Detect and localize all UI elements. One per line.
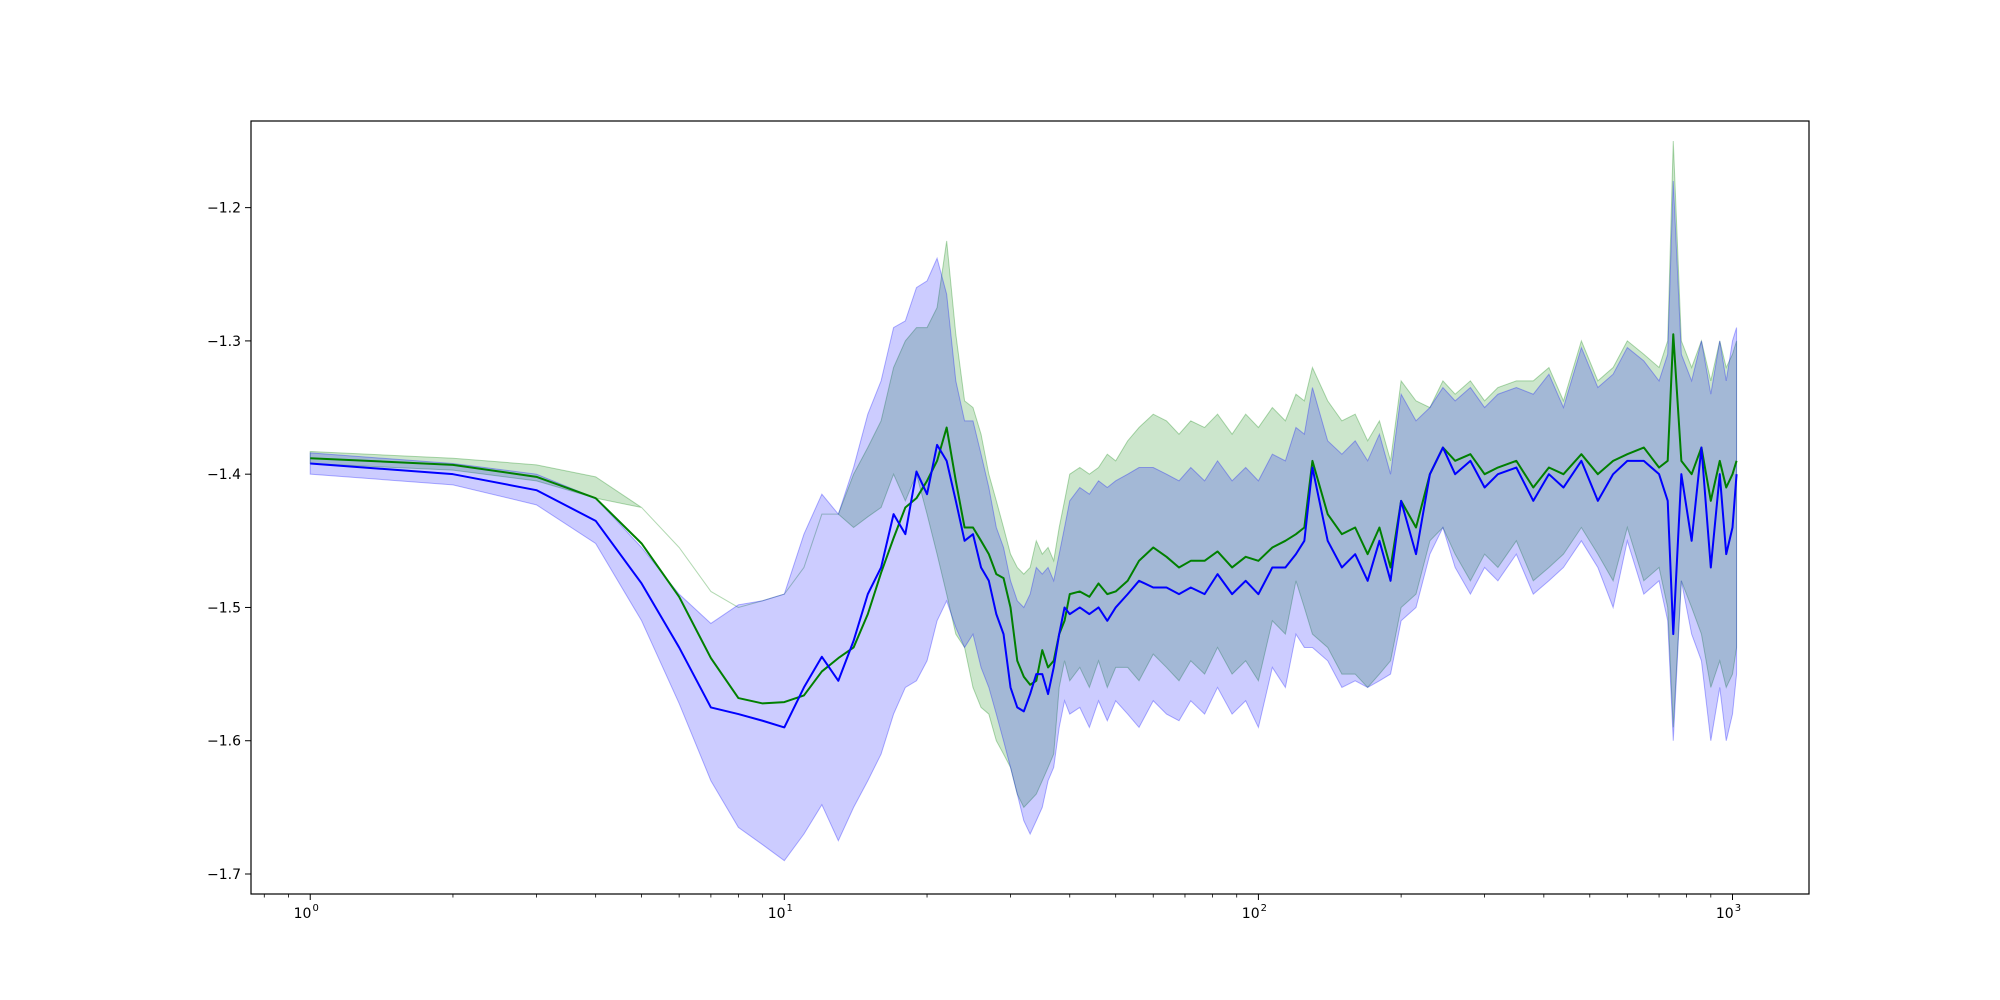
x-axis: 100 101 102 103: [263, 894, 1741, 922]
x-tick-label: 102: [1242, 903, 1267, 922]
series-layer: [309, 140, 1738, 862]
plot-frame: [250, 120, 1810, 895]
y-tick-label: −1.2: [207, 201, 241, 217]
x-tick-label: 100: [294, 903, 319, 922]
y-tick-label: −1.7: [207, 867, 241, 883]
y-tick-label: −1.4: [207, 467, 241, 483]
series-2-line: [310, 443, 1738, 729]
series-1-confidence-band: [309, 140, 1738, 809]
x-tick-label: 103: [1716, 903, 1741, 922]
x-tick-label: 101: [768, 903, 793, 922]
y-tick-label: −1.3: [207, 334, 241, 350]
y-axis: −1.2 −1.3 −1.4 −1.5 −1.6 −1.7: [207, 201, 251, 883]
y-tick-label: −1.6: [207, 734, 241, 750]
series-1-line: [310, 333, 1738, 705]
y-tick-label: −1.5: [207, 600, 241, 616]
